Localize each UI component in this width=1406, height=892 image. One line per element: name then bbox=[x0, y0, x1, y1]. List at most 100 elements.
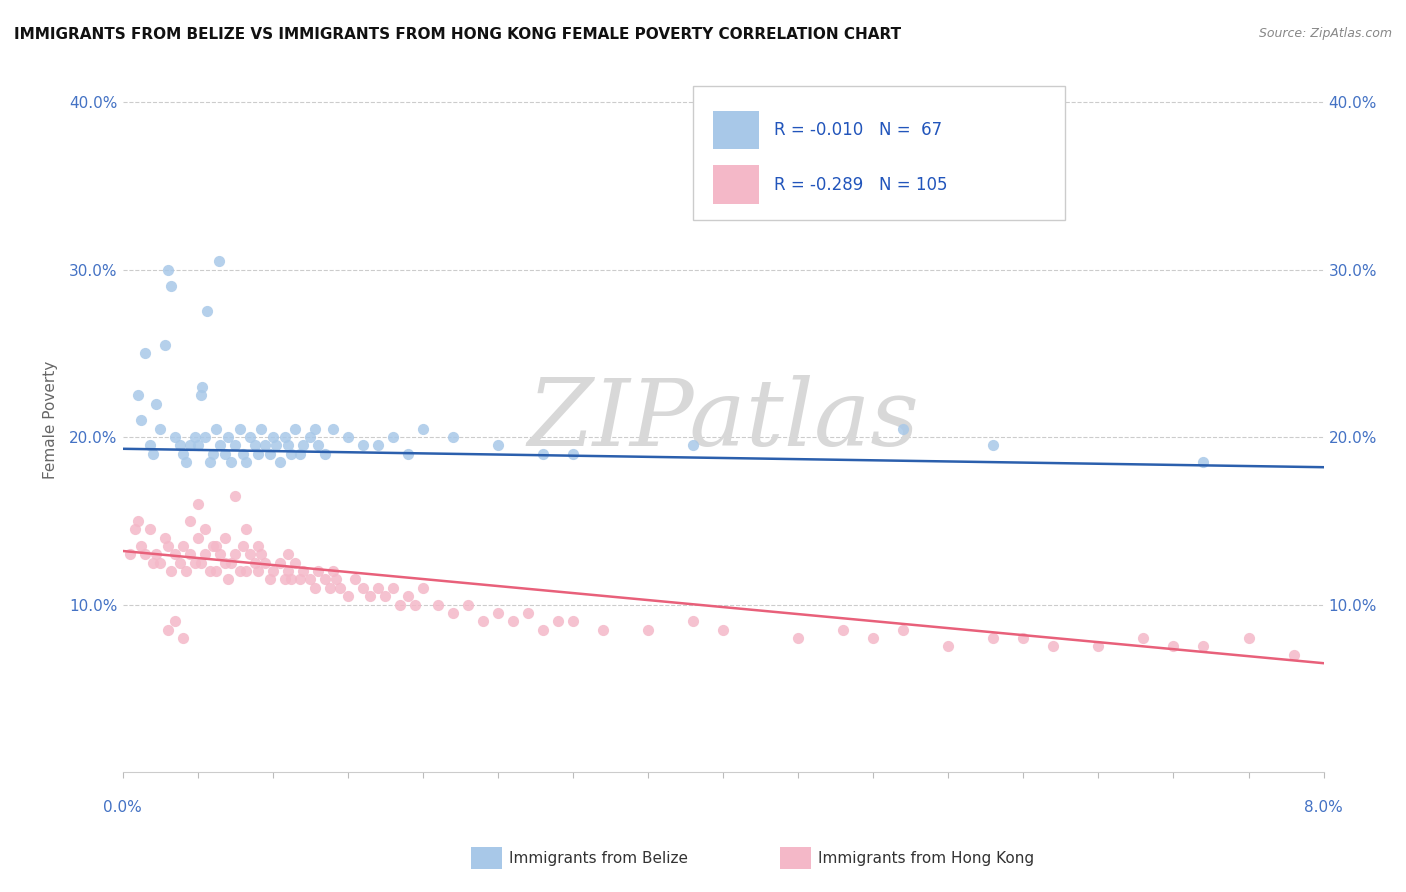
Text: R = -0.289   N = 105: R = -0.289 N = 105 bbox=[773, 176, 948, 194]
Point bbox=[201, 539, 224, 553]
Point bbox=[169, 438, 191, 452]
Point bbox=[412, 581, 434, 595]
Point bbox=[291, 438, 314, 452]
Text: ZIPatlas: ZIPatlas bbox=[527, 376, 920, 466]
Point bbox=[190, 388, 212, 402]
Point bbox=[179, 547, 201, 561]
Point bbox=[129, 539, 152, 553]
Point bbox=[936, 640, 959, 654]
Point bbox=[172, 631, 194, 645]
Point bbox=[120, 547, 142, 561]
Point bbox=[314, 573, 336, 587]
Point bbox=[426, 598, 449, 612]
Point bbox=[352, 438, 374, 452]
Point bbox=[195, 304, 218, 318]
Point bbox=[325, 573, 347, 587]
Point bbox=[1192, 455, 1215, 469]
Point bbox=[336, 589, 359, 603]
Point bbox=[183, 430, 205, 444]
Point bbox=[981, 631, 1004, 645]
Point bbox=[172, 447, 194, 461]
Point bbox=[457, 598, 479, 612]
Point bbox=[299, 430, 322, 444]
Point bbox=[156, 623, 179, 637]
Point bbox=[891, 422, 914, 436]
Text: Immigrants from Hong Kong: Immigrants from Hong Kong bbox=[818, 851, 1035, 865]
Point bbox=[142, 447, 165, 461]
Point bbox=[209, 547, 232, 561]
Point bbox=[165, 430, 187, 444]
Point bbox=[214, 531, 236, 545]
Point bbox=[246, 539, 269, 553]
Point bbox=[277, 438, 299, 452]
Point bbox=[204, 422, 226, 436]
Point bbox=[235, 455, 257, 469]
Point bbox=[682, 438, 704, 452]
Point bbox=[224, 547, 246, 561]
Point bbox=[374, 589, 396, 603]
Point bbox=[344, 573, 367, 587]
Point bbox=[217, 430, 239, 444]
Point bbox=[637, 623, 659, 637]
Point bbox=[194, 522, 217, 536]
Point bbox=[404, 598, 426, 612]
Point bbox=[145, 547, 167, 561]
Point bbox=[187, 438, 209, 452]
Point bbox=[217, 573, 239, 587]
Text: Immigrants from Belize: Immigrants from Belize bbox=[509, 851, 688, 865]
Point bbox=[314, 447, 336, 461]
Point bbox=[288, 573, 311, 587]
Point bbox=[1012, 631, 1035, 645]
Point bbox=[224, 489, 246, 503]
Point bbox=[367, 581, 389, 595]
Point bbox=[239, 430, 262, 444]
Point bbox=[1192, 640, 1215, 654]
Point bbox=[165, 547, 187, 561]
Point bbox=[516, 606, 538, 620]
Point bbox=[277, 547, 299, 561]
Point bbox=[239, 547, 262, 561]
Point bbox=[198, 564, 221, 578]
Point bbox=[187, 531, 209, 545]
Point bbox=[274, 430, 297, 444]
Point bbox=[682, 615, 704, 629]
Point bbox=[179, 514, 201, 528]
Point bbox=[269, 556, 291, 570]
Point bbox=[891, 623, 914, 637]
Point bbox=[262, 430, 284, 444]
Point bbox=[169, 556, 191, 570]
Point bbox=[259, 573, 281, 587]
Point bbox=[243, 438, 266, 452]
Point bbox=[235, 564, 257, 578]
Point bbox=[787, 631, 810, 645]
Point bbox=[486, 606, 509, 620]
Point bbox=[486, 438, 509, 452]
Point bbox=[159, 279, 181, 293]
Point bbox=[156, 262, 179, 277]
Point bbox=[249, 547, 271, 561]
Point bbox=[280, 573, 302, 587]
Point bbox=[562, 615, 585, 629]
Point bbox=[219, 455, 242, 469]
Point bbox=[280, 447, 302, 461]
Point bbox=[381, 581, 404, 595]
Point bbox=[201, 447, 224, 461]
Point bbox=[592, 623, 614, 637]
Point bbox=[319, 581, 342, 595]
Point bbox=[264, 438, 287, 452]
Point bbox=[153, 338, 176, 352]
Point bbox=[149, 422, 172, 436]
Point bbox=[396, 447, 419, 461]
Point bbox=[243, 556, 266, 570]
Point bbox=[284, 556, 307, 570]
Point bbox=[179, 438, 201, 452]
Point bbox=[138, 522, 160, 536]
Point bbox=[127, 514, 149, 528]
Point bbox=[198, 455, 221, 469]
Point bbox=[336, 430, 359, 444]
Point bbox=[547, 615, 569, 629]
Point bbox=[224, 438, 246, 452]
Point bbox=[359, 589, 381, 603]
Point bbox=[381, 430, 404, 444]
Point bbox=[274, 573, 297, 587]
